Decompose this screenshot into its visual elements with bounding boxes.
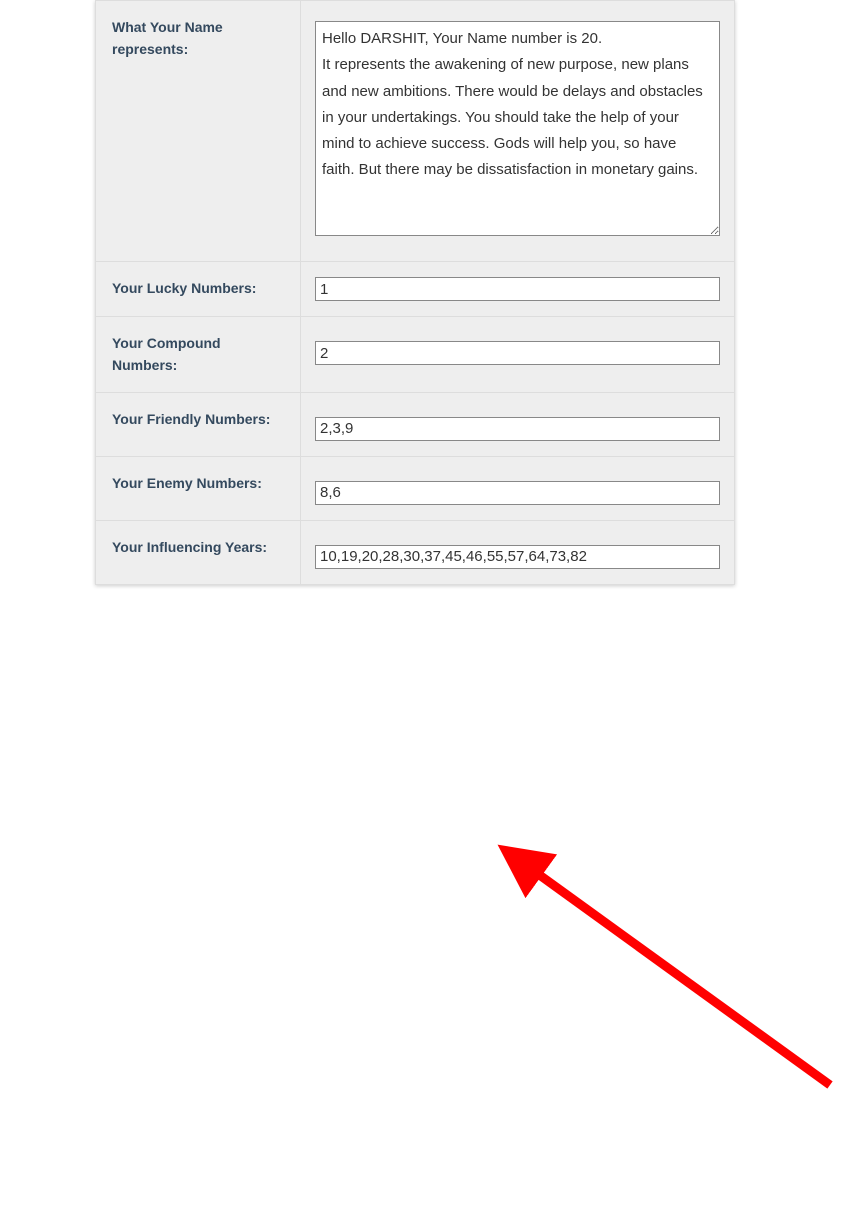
input-friendly-numbers[interactable] <box>315 417 720 441</box>
value-cell-enemy-numbers <box>301 457 734 520</box>
label-name-represents: What Your Name represents: <box>96 1 301 261</box>
row-name-represents: What Your Name represents: <box>96 1 734 262</box>
numerology-form: What Your Name represents: Your Lucky Nu… <box>95 0 735 585</box>
value-cell-friendly-numbers <box>301 393 734 456</box>
input-influencing-years[interactable] <box>315 545 720 569</box>
textarea-name-represents[interactable] <box>315 21 720 236</box>
label-friendly-numbers: Your Friendly Numbers: <box>96 393 301 456</box>
row-enemy-numbers: Your Enemy Numbers: <box>96 457 734 521</box>
row-friendly-numbers: Your Friendly Numbers: <box>96 393 734 457</box>
value-cell-lucky-numbers <box>301 262 734 316</box>
annotation-arrow <box>0 585 847 1206</box>
row-influencing-years: Your Influencing Years: <box>96 521 734 584</box>
label-compound-numbers: Your Compound Numbers: <box>96 317 301 392</box>
input-lucky-numbers[interactable] <box>315 277 720 301</box>
value-cell-name-represents <box>301 1 734 261</box>
input-compound-numbers[interactable] <box>315 341 720 365</box>
row-compound-numbers: Your Compound Numbers: <box>96 317 734 393</box>
input-enemy-numbers[interactable] <box>315 481 720 505</box>
label-influencing-years: Your Influencing Years: <box>96 521 301 584</box>
label-lucky-numbers: Your Lucky Numbers: <box>96 262 301 316</box>
label-enemy-numbers: Your Enemy Numbers: <box>96 457 301 520</box>
value-cell-compound-numbers <box>301 317 734 392</box>
value-cell-influencing-years <box>301 521 734 584</box>
row-lucky-numbers: Your Lucky Numbers: <box>96 262 734 317</box>
